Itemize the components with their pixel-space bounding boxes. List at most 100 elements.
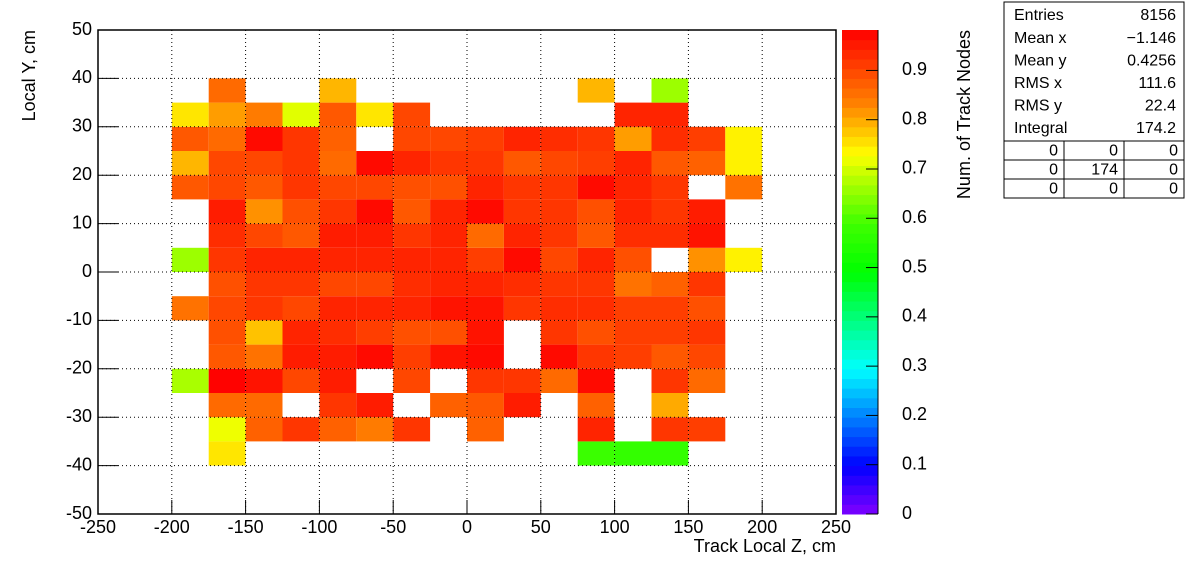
heat-cell	[282, 417, 320, 442]
heat-cell	[614, 151, 652, 176]
heat-cell	[393, 296, 431, 321]
heat-cell	[688, 199, 726, 224]
x-tick-label: -250	[80, 517, 116, 537]
heat-cell	[208, 247, 246, 272]
heat-cell	[725, 151, 763, 176]
heat-cell	[208, 223, 246, 248]
heat-cell	[319, 223, 357, 248]
colorbar-step	[842, 78, 878, 89]
heat-cell	[540, 126, 578, 151]
heat-cell	[208, 441, 246, 466]
heat-cell	[467, 199, 504, 224]
heat-cell	[393, 199, 431, 224]
heat-cell	[467, 320, 504, 345]
heat-cell	[503, 296, 541, 321]
heat-cell	[540, 247, 578, 272]
x-tick-label: 50	[531, 517, 551, 537]
colorbar-step	[842, 436, 878, 447]
heat-cell	[577, 151, 615, 176]
heat-cell	[614, 126, 652, 151]
colorbar-step	[842, 417, 878, 428]
colorbar-step	[842, 39, 878, 50]
heat-cell	[614, 272, 652, 297]
stats-cell: 0	[1169, 143, 1178, 160]
colorbar-step	[842, 320, 878, 331]
heat-cell	[208, 393, 246, 418]
colorbar-step	[842, 233, 878, 244]
colorbar-step	[842, 281, 878, 292]
heat-cell	[430, 199, 467, 224]
x-tick-label: -50	[380, 517, 406, 537]
colorbar-step	[842, 194, 878, 205]
stats-cell: 174	[1091, 162, 1118, 179]
heat-cell	[467, 296, 504, 321]
heat-cell	[282, 223, 320, 248]
heat-cell	[651, 102, 689, 127]
heat-cell	[319, 393, 357, 418]
heat-cell	[577, 78, 615, 103]
heat-cell	[393, 247, 431, 272]
heat-cell	[393, 102, 431, 127]
heat-cell	[651, 344, 689, 369]
heat-cell	[540, 272, 578, 297]
heat-cell	[319, 368, 357, 393]
heat-cell	[430, 296, 467, 321]
y-axis-label: Local Y, cm	[19, 30, 39, 121]
heat-cell	[208, 126, 246, 151]
heat-cell	[430, 223, 467, 248]
colorbar-step	[842, 59, 878, 70]
z-tick-label: 0.7	[902, 158, 927, 178]
heat-cell	[319, 78, 357, 103]
heat-cell	[171, 175, 209, 200]
heat-cell	[725, 247, 763, 272]
z-tick-label: 0	[902, 503, 912, 523]
y-tick-label: 50	[72, 19, 92, 39]
heat-cell	[467, 417, 504, 442]
heat-cell	[614, 199, 652, 224]
x-axis-label: Track Local Z, cm	[694, 536, 836, 556]
colorbar-step	[842, 155, 878, 167]
heat-cell	[467, 175, 504, 200]
heat-cell	[393, 344, 431, 369]
heat-cell	[393, 272, 431, 297]
heat-cell	[319, 175, 357, 200]
heat-cell	[577, 296, 615, 321]
heat-cell	[430, 320, 467, 345]
heat-cell	[577, 368, 615, 393]
heat-cell	[577, 247, 615, 272]
x-tick-label: 0	[462, 517, 472, 537]
stats-label: Mean x	[1014, 30, 1066, 47]
heat-cell	[208, 102, 246, 127]
heat-cell	[393, 126, 431, 151]
heat-cell	[208, 272, 246, 297]
colorbar-step	[842, 213, 878, 225]
heat-cell	[540, 368, 578, 393]
heat-cell	[356, 175, 394, 200]
heat-cell	[577, 344, 615, 369]
heat-cell	[614, 102, 652, 127]
stats-label: Entries	[1014, 7, 1064, 24]
heat-cell	[614, 296, 652, 321]
heat-cell	[171, 151, 209, 176]
stats-cell: 0	[1109, 143, 1118, 160]
stats-label: Integral	[1014, 120, 1067, 137]
heat-cell	[467, 368, 504, 393]
heat-cell	[208, 296, 246, 321]
heat-cell	[245, 344, 283, 369]
x-tick-label: 150	[673, 517, 703, 537]
y-tick-label: -20	[66, 358, 92, 378]
stats-label: Mean y	[1014, 52, 1066, 69]
heat-cell	[208, 368, 246, 393]
heat-cell	[319, 199, 357, 224]
colorbar-step	[842, 359, 878, 370]
stats-value: −1.146	[1127, 30, 1176, 47]
heat-cell	[430, 175, 467, 200]
stats-value: 8156	[1140, 7, 1176, 24]
colorbar-step	[842, 126, 878, 137]
heat-cell	[245, 102, 283, 127]
heat-cell	[651, 199, 689, 224]
heat-cell	[208, 175, 246, 200]
heat-cell	[577, 417, 615, 442]
heat-cell	[245, 393, 283, 418]
heat-cell	[319, 247, 357, 272]
